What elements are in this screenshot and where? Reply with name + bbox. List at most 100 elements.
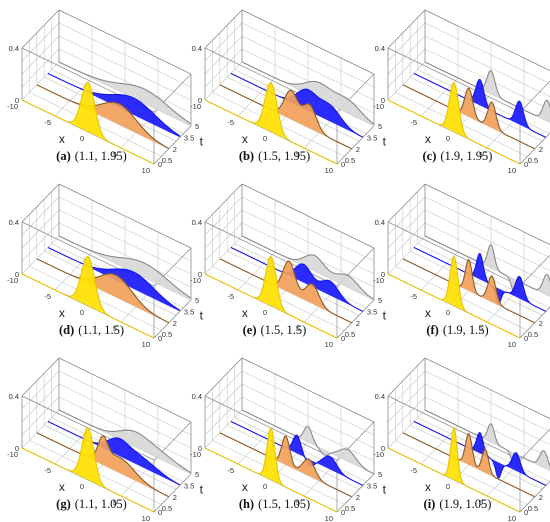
grid-back-z	[58, 222, 192, 288]
x-tick-label: -5	[410, 466, 417, 475]
x-tick-label: -10	[190, 276, 201, 285]
grid-back-z	[241, 196, 375, 262]
series-line-t5	[424, 409, 550, 468]
grid-back-z	[424, 22, 550, 84]
t-tick-label: 0.5	[162, 330, 172, 339]
caption-label-e: (e)	[242, 323, 257, 337]
grid-floor-x	[21, 409, 60, 449]
caption-label-c: (c)	[422, 149, 437, 163]
caption-label-i: (i)	[423, 497, 436, 511]
grid-back-z	[58, 196, 192, 262]
series-line-t2	[36, 432, 170, 498]
grid-left-z	[204, 383, 243, 423]
grid-back-z	[424, 383, 550, 445]
grid-left-z	[387, 22, 426, 62]
series-line-t2	[402, 432, 536, 498]
grid-floor-t	[395, 440, 528, 505]
t-tick-label: 2	[356, 319, 360, 328]
x-tick-label: 10	[508, 514, 516, 522]
box-edge	[519, 132, 550, 165]
x-tick-label: -10	[373, 450, 384, 459]
caption-d: (d) (1.1, 1.5)	[0, 323, 183, 338]
t-tick-label: 0	[341, 334, 345, 343]
grid-back-z	[241, 35, 375, 101]
caption-i: (i) (1.9, 1.05)	[366, 497, 549, 512]
box-edge	[241, 357, 375, 423]
x-tick-label: 0	[263, 482, 267, 491]
series-line-t0	[21, 82, 155, 165]
box-edge	[204, 357, 243, 397]
series-fill-t0	[22, 256, 154, 338]
grid-floor-x	[420, 77, 459, 117]
t-tick-label: 3.5	[184, 481, 194, 490]
grid-floor-x	[204, 409, 243, 449]
caption-params-i: (1.9, 1.05)	[439, 497, 492, 511]
x-tick-label: 10	[325, 340, 333, 349]
caption-c: (c) (1.9, 1.95)	[366, 149, 549, 164]
t-tick-label: 0	[158, 508, 162, 517]
x-tick-label: 0	[263, 308, 267, 317]
t-axis-label: t	[200, 135, 204, 149]
t-tick-label: 0.5	[528, 330, 538, 339]
x-axis-label: x	[242, 132, 248, 146]
grid-back-z	[424, 9, 550, 71]
series-line-t3.5	[413, 420, 547, 486]
series-group-b	[204, 61, 375, 165]
series-line-t0	[204, 82, 338, 165]
t-tick-label: 0	[341, 160, 345, 169]
x-tick-label: 10	[142, 340, 150, 349]
series-line-t3.5	[413, 246, 547, 312]
caption-params-g: (1.1, 1.05)	[74, 497, 127, 511]
box-edge	[424, 9, 550, 71]
series-group-c	[387, 61, 550, 165]
t-tick-label: 5	[195, 470, 199, 479]
caption-label-b: (b)	[238, 149, 255, 163]
z-tick-label: 0.4	[9, 392, 19, 401]
z-tick-label: 0	[198, 96, 202, 105]
z-tick-label: 0.4	[375, 392, 385, 401]
grid-left-z	[387, 35, 426, 75]
x-tick-label: 0	[80, 482, 84, 491]
series-line-t0	[204, 255, 338, 339]
series-fill-t2	[219, 432, 352, 497]
series-fill-t2	[402, 432, 535, 497]
box-edge	[519, 428, 550, 461]
box-edge	[204, 9, 243, 49]
grid-floor-x	[420, 251, 459, 291]
t-tick-label: 0.5	[345, 330, 355, 339]
x-tick-label: -5	[227, 292, 234, 301]
series-line-t3.5	[230, 72, 364, 138]
z-tick-label: 0	[381, 96, 385, 105]
x-tick-label: -10	[190, 102, 201, 111]
series-fill-t0	[388, 256, 520, 338]
z-tick-label: 0	[198, 270, 202, 279]
x-tick-label: -5	[44, 292, 51, 301]
x-tick-label: 5	[479, 324, 483, 333]
caption-params-c: (1.9, 1.95)	[440, 149, 493, 163]
box-edge	[58, 9, 192, 75]
x-tick-label: 5	[479, 150, 483, 159]
grid-floor-x	[204, 235, 243, 275]
panel-a: 0 0.4 -10 -5 0 5 10 0 0.5 2 3.5 5 x t (a) (1.1, 1.95)	[0, 0, 204, 175]
x-tick-label: 5	[113, 324, 117, 333]
series-line-t5	[424, 235, 550, 293]
grid-left-z	[204, 209, 243, 249]
caption-params-a: (1.1, 1.95)	[74, 149, 127, 163]
x-tick-label: 10	[325, 166, 333, 175]
grid-floor-x	[204, 61, 243, 101]
t-tick-label: 0	[341, 508, 345, 517]
t-axis-label: t	[200, 483, 204, 497]
grid-left-z	[387, 370, 426, 410]
series-fill-t0	[205, 428, 337, 512]
t-tick-label: 3.5	[184, 133, 194, 142]
caption-f: (f) (1.9, 1.5)	[366, 323, 549, 338]
x-tick-label: 0	[446, 482, 450, 491]
grid-left-z	[21, 370, 60, 410]
z-tick-label: 0.4	[375, 218, 385, 227]
x-tick-label: -10	[373, 276, 384, 285]
